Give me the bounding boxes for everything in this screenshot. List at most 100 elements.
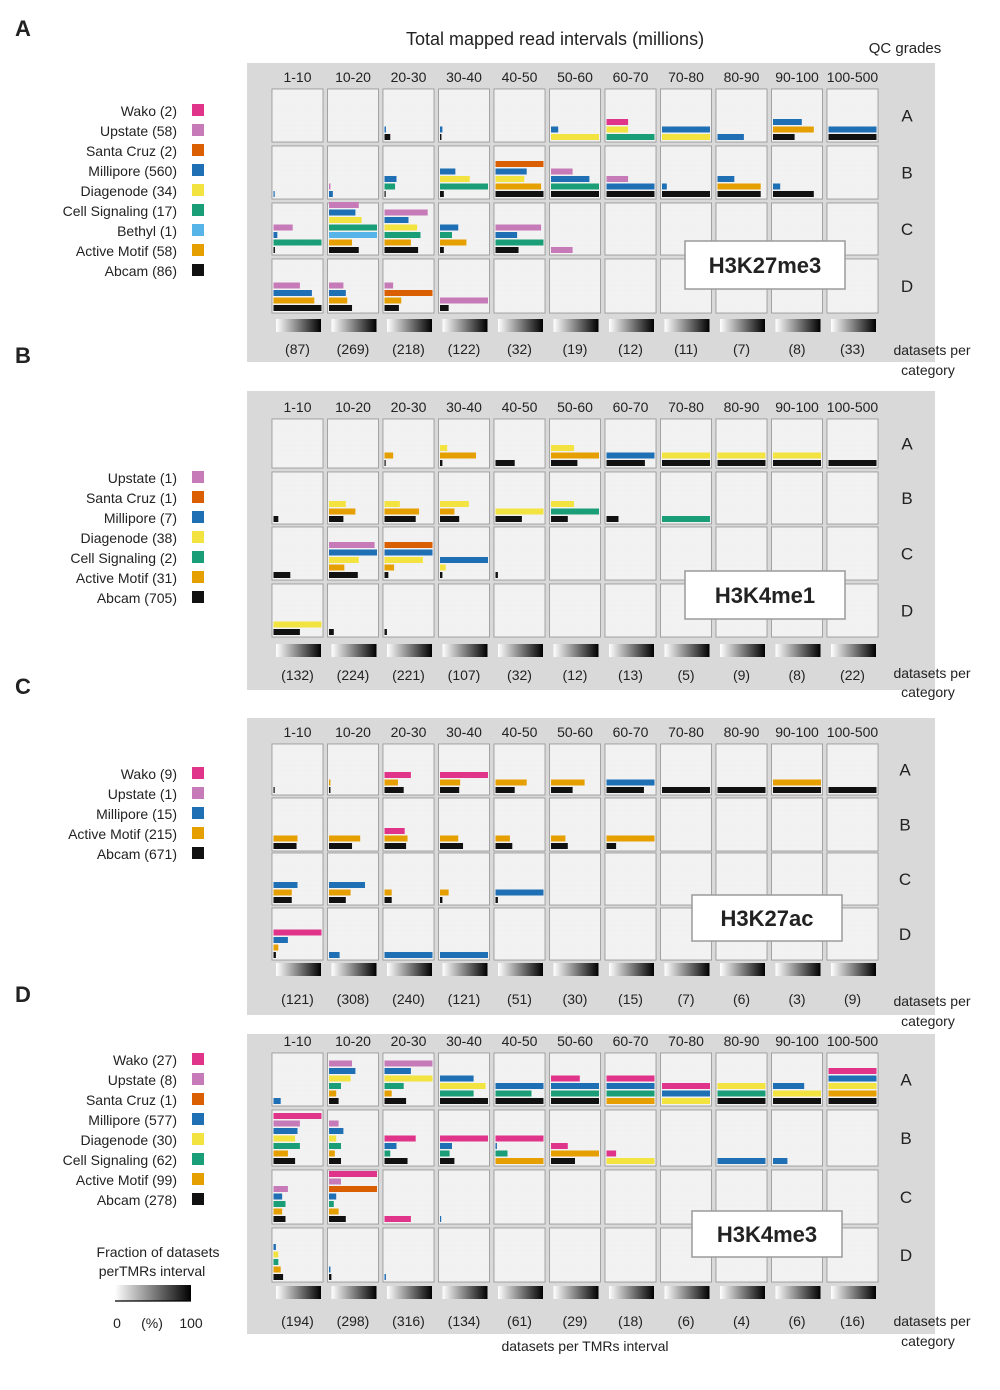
bar-diagenode [273,1135,296,1142]
bar-active-motif [440,835,459,842]
grade-label: D [899,925,911,944]
legend-swatch-santa-cruz [192,144,204,156]
bar-active-motif [440,239,467,246]
dataset-count: (9) [733,667,750,683]
bar-active-motif [495,835,510,842]
dataset-count: (194) [281,1313,314,1329]
bar-diagenode [329,1075,351,1082]
legend-entry-santa-cruz: Santa Cruz (2) [86,143,177,159]
legend-swatch-active-motif [192,1173,204,1185]
bar-active-motif [329,297,348,304]
bar-millipore [551,1083,599,1089]
bottom-axis-label: datasets per TMRs interval [501,1338,668,1354]
grid-cell-border [715,1109,768,1167]
gradient-bar [387,319,432,332]
bar-abcam [273,952,276,958]
bar-active-motif [440,779,461,786]
bar-abcam [329,1274,332,1280]
bar-diagenode [662,1098,710,1104]
dataset-count: (121) [448,991,481,1007]
grid-cell-border [715,471,768,525]
bar-diagenode [273,1251,279,1258]
bar-upstate [273,224,293,231]
interval-label: 20-30 [391,69,427,85]
dataset-count: (29) [563,1313,588,1329]
legend: Wako (27) Upstate (8) Santa Cruz (1) Millip… [63,1052,204,1208]
bar-abcam [384,247,419,253]
bar-abcam [273,787,275,793]
grade-label: D [900,1246,912,1265]
legend: Wako (9) Upstate (1) Millipore (15) Active … [68,766,204,862]
legend-swatch-active-motif [192,827,204,839]
bar-abcam [495,1098,544,1104]
gradient-bar [331,1286,377,1299]
bar-abcam [329,897,346,903]
interval-label: 90-100 [775,724,819,740]
bar-cell-signaling [606,134,655,140]
grid-cell-border [604,1169,657,1225]
bar-millipore [662,126,710,133]
grid-cell-border [826,1109,879,1167]
grid-cell-border [660,88,712,143]
gradient-bar [609,963,654,976]
legend-swatch-diagenode [192,1133,204,1145]
bar-cell-signaling [384,1150,391,1157]
bar-active-motif [551,779,585,786]
dataset-count: (121) [281,991,314,1007]
bar-millipore [329,1128,344,1134]
interval-label: 10-20 [335,69,371,85]
grid-cell-border [826,743,879,796]
bar-millipore [440,1143,452,1149]
bar-millipore [384,176,397,182]
bar-diagenode [828,1083,877,1089]
bar-active-motif [384,1090,392,1097]
panels: A 1-10 10-20 20-30 30-40 40-50 50-60 60-70 70-80… [15,16,971,1349]
bar-cell-signaling [384,1083,404,1089]
grid-cell-border [715,418,768,469]
grid-cell-border [382,907,435,961]
grid-cell-border [604,418,657,469]
bar-diagenode [717,452,766,459]
mark-label-box [684,570,846,620]
bar-active-motif [384,508,420,515]
legend-entry-santa-cruz: Santa Cruz (1) [86,490,177,506]
legend: Wako (2) Upstate (58) Santa Cruz (2) Millip… [63,103,204,279]
bar-abcam [551,843,568,849]
mark-label-box [691,1210,843,1258]
interval-label: 90-100 [775,399,819,415]
dataset-count: (87) [285,341,310,357]
bar-abcam [551,787,573,793]
grade-label: A [901,435,913,454]
bar-upstate [329,202,359,208]
datasets-per-label: datasets per [893,993,970,1009]
grid-cell-border [549,1169,601,1225]
grid-cell-border [327,88,379,143]
bar-cell-signaling [273,1201,286,1207]
grid-cell-border [327,583,379,638]
grid-cell-border [493,418,546,469]
bar-abcam [551,1158,575,1164]
bar-abcam [717,191,761,197]
legend-swatch-wako [192,1053,204,1065]
bar-diagenode [384,501,400,507]
grade-label: D [901,277,913,296]
bar-active-motif [440,452,476,459]
bar-diagenode [606,126,629,133]
bar-abcam [384,572,389,578]
grid-cell-border [382,145,435,200]
bar-abcam [329,305,353,311]
bar-cell-signaling [440,1150,450,1157]
dataset-count: (11) [674,341,698,357]
bar-abcam [717,1098,766,1104]
bar-abcam [606,843,617,849]
bar-abcam [384,1158,408,1164]
interval-label: 100-500 [827,724,879,740]
main-title: Total mapped read intervals (millions) [406,29,704,49]
dataset-count: (4) [733,1313,750,1329]
interval-label: 1-10 [283,399,311,415]
bar-abcam [384,460,386,466]
bar-wako [273,929,322,936]
bar-wako [440,772,488,778]
bar-millipore [495,1083,544,1089]
interval-label: 90-100 [775,69,819,85]
